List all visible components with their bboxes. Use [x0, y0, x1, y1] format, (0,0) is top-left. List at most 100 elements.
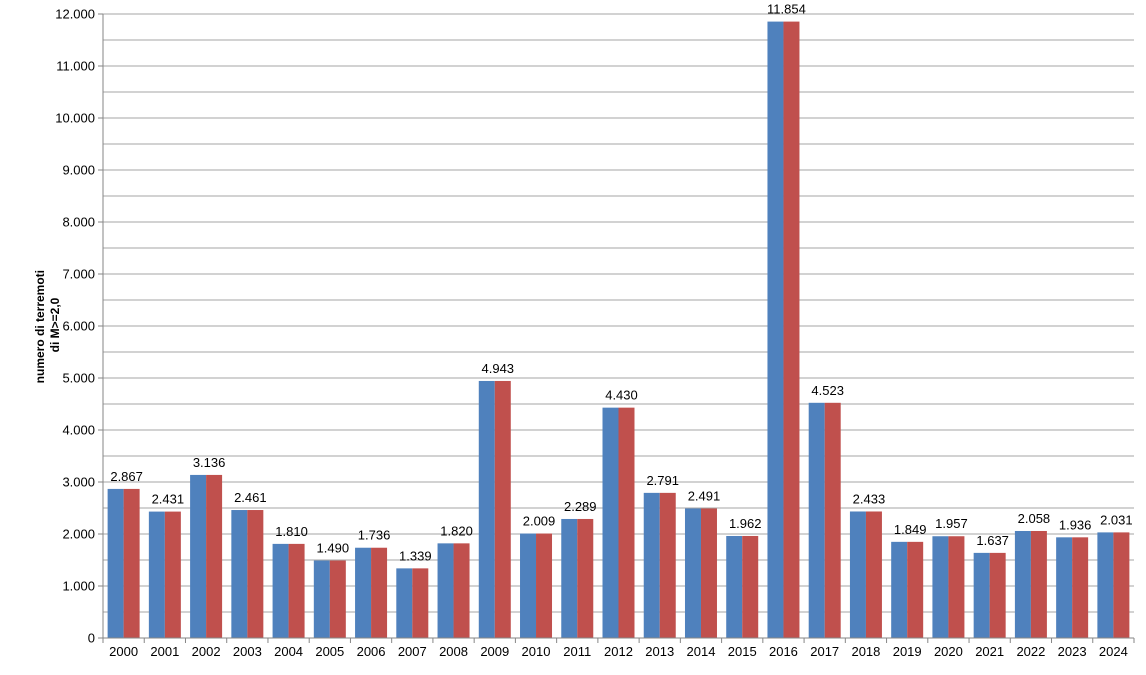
x-tick-label: 2001 — [150, 644, 179, 659]
data-label: 1.936 — [1059, 517, 1092, 532]
y-tick-label: 8.000 — [62, 215, 95, 230]
x-tick-label: 2023 — [1058, 644, 1087, 659]
data-label: 2.791 — [646, 473, 679, 488]
x-tick-label: 2002 — [192, 644, 221, 659]
data-label: 2.867 — [110, 469, 143, 484]
data-label: 1.490 — [317, 541, 350, 556]
bar-red-2003 — [247, 510, 264, 638]
bar-blue-2012 — [602, 407, 619, 638]
bar-blue-2024 — [1097, 532, 1114, 638]
bar-blue-2004 — [272, 543, 289, 638]
bar-blue-2015 — [726, 535, 743, 638]
bar-red-2016 — [783, 21, 800, 639]
y-tick-label: 5.000 — [62, 371, 95, 386]
x-tick-label: 2004 — [274, 644, 303, 659]
x-tick-label: 2008 — [439, 644, 468, 659]
x-tick-label: 2012 — [604, 644, 633, 659]
y-tick-label: 9.000 — [62, 163, 95, 178]
bar-blue-2002 — [190, 474, 207, 638]
x-tick-label: 2009 — [480, 644, 509, 659]
data-labels: 2.867 2.431 3.136 2.461 1.810 1.490 1.736 1.339… — [110, 2, 1132, 564]
y-tick-label: 2.000 — [62, 527, 95, 542]
y-tick-label: 1.000 — [62, 579, 95, 594]
bar-red-2017 — [824, 402, 841, 638]
data-label: 2.491 — [688, 488, 721, 503]
data-label: 1.736 — [358, 528, 391, 543]
bar-blue-2013 — [643, 492, 660, 638]
bar-red-2015 — [742, 535, 759, 638]
x-tick-label: 2024 — [1099, 644, 1128, 659]
x-tick-label: 2016 — [769, 644, 798, 659]
x-tick-label: 2022 — [1016, 644, 1045, 659]
y-tick-label: 3.000 — [62, 475, 95, 490]
bar-red-2001 — [164, 511, 181, 638]
bar-red-2005 — [329, 560, 346, 638]
bar-red-2014 — [700, 508, 717, 638]
x-tick-label: 2021 — [975, 644, 1004, 659]
bar-red-2021 — [989, 552, 1006, 638]
data-label: 2.433 — [853, 491, 886, 506]
bar-blue-2011 — [561, 518, 578, 638]
bar-red-2024 — [1113, 532, 1130, 638]
data-label: 4.430 — [605, 388, 638, 403]
bar-blue-2007 — [396, 568, 413, 638]
bar-blue-2000 — [107, 488, 124, 638]
y-tick-label: 12.000 — [55, 7, 95, 22]
bar-red-2011 — [577, 518, 594, 638]
x-tick-label: 2011 — [563, 644, 591, 659]
data-label: 2.431 — [152, 492, 185, 507]
bar-blue-2021 — [973, 552, 990, 638]
bar-red-2013 — [659, 492, 676, 638]
y-axis-label: numero di terremoti di M>=2,0 — [33, 267, 62, 384]
bar-blue-2014 — [684, 508, 701, 638]
bar-red-2006 — [371, 547, 388, 638]
bar-blue-2016 — [767, 21, 784, 639]
bar-blue-2009 — [478, 380, 495, 638]
x-tick-label: 2013 — [645, 644, 674, 659]
bar-red-2002 — [206, 474, 223, 638]
bars — [107, 21, 1130, 639]
bar-blue-2018 — [849, 511, 866, 638]
data-label: 1.820 — [440, 523, 473, 538]
bar-blue-2005 — [313, 560, 330, 638]
bar-blue-2019 — [891, 541, 908, 638]
bar-blue-2010 — [520, 533, 537, 638]
bar-red-2023 — [1072, 537, 1089, 638]
bar-red-2004 — [288, 543, 305, 638]
bar-red-2009 — [494, 380, 511, 638]
data-label: 1.810 — [275, 524, 308, 539]
y-tick-label: 6.000 — [62, 319, 95, 334]
bar-blue-2020 — [932, 536, 949, 638]
x-tick-label: 2020 — [934, 644, 963, 659]
y-tick-label: 0 — [88, 631, 95, 646]
bar-red-2019 — [907, 541, 924, 638]
bar-blue-2017 — [808, 402, 825, 638]
bar-blue-2006 — [355, 547, 372, 638]
y-tick-label: 11.000 — [56, 59, 95, 74]
bar-blue-2022 — [1014, 530, 1031, 638]
data-label: 2.031 — [1100, 512, 1133, 527]
x-tick-label: 2017 — [810, 644, 839, 659]
data-label: 1.849 — [894, 522, 927, 537]
x-tick-label: 2015 — [728, 644, 757, 659]
data-label: 2.289 — [564, 499, 597, 514]
x-tick-label: 2003 — [233, 644, 262, 659]
bar-blue-2008 — [437, 543, 454, 638]
data-label: 4.523 — [811, 383, 844, 398]
data-label: 1.957 — [935, 516, 968, 531]
x-tick-label: 2007 — [398, 644, 427, 659]
bar-red-2007 — [412, 568, 429, 638]
bar-red-2000 — [123, 488, 140, 638]
y-tick-label: 7.000 — [62, 267, 95, 282]
x-tick-label: 2000 — [109, 644, 138, 659]
data-label: 1.962 — [729, 516, 762, 531]
bar-red-2018 — [865, 511, 882, 638]
y-axis-label-line-1: numero di terremoti — [33, 270, 47, 383]
data-label: 3.136 — [193, 455, 226, 470]
data-label: 1.339 — [399, 548, 432, 563]
x-tick-label: 2005 — [315, 644, 344, 659]
bar-blue-2023 — [1056, 537, 1073, 638]
grid-lines — [103, 13, 1134, 613]
